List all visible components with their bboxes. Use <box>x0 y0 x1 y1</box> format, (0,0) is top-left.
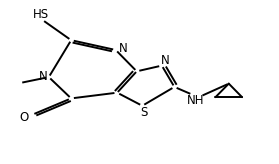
Text: N: N <box>39 70 47 83</box>
Text: N: N <box>118 41 127 55</box>
Text: S: S <box>140 105 147 119</box>
Text: O: O <box>19 111 28 124</box>
Text: N: N <box>161 54 170 67</box>
Text: NH: NH <box>187 94 205 107</box>
Text: HS: HS <box>32 8 49 21</box>
